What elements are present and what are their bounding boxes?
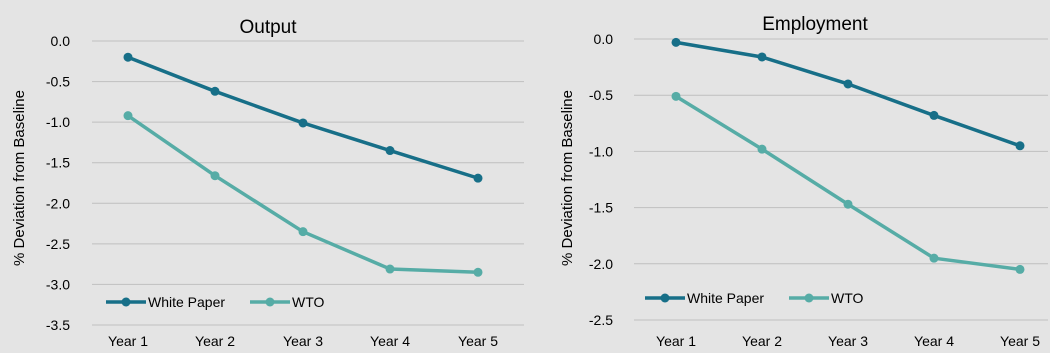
- legend-swatch-marker: [265, 297, 275, 307]
- x-tick-label: Year 3: [283, 333, 323, 349]
- data-point: [843, 199, 853, 209]
- y-axis-label: % Deviation from Baseline: [11, 90, 28, 266]
- legend-label: WTO: [831, 290, 864, 306]
- x-tick-label: Year 2: [742, 333, 782, 349]
- x-tick-label: Year 4: [370, 333, 410, 349]
- y-tick-label: -2.0: [46, 195, 70, 211]
- y-tick-label: -3.0: [46, 276, 70, 292]
- data-point: [473, 173, 483, 183]
- chart-title: Output: [239, 17, 297, 38]
- data-point: [385, 264, 395, 274]
- y-tick-label: -0.5: [46, 74, 70, 90]
- data-point: [671, 91, 681, 101]
- output-chart: 0.0 -0.5 -1.0 -1.5 -2.0 -2.5 -3.0 -3.5 Output % D…: [11, 17, 524, 349]
- x-tick-label: Year 2: [195, 333, 235, 349]
- data-point: [671, 37, 681, 47]
- series-line-white-paper: [675, 40, 1021, 148]
- employment-chart: 0.0 -0.5 -1.0 -1.5 -2.0 -2.5 Employment % Devia…: [559, 14, 1048, 349]
- y-tick-label: -1.0: [589, 143, 613, 159]
- data-point: [1015, 264, 1025, 274]
- y-tick-label: -0.5: [589, 87, 613, 103]
- data-point: [1015, 141, 1025, 151]
- y-tick-label: -3.5: [46, 317, 70, 333]
- data-point: [298, 227, 308, 237]
- data-point: [473, 267, 483, 277]
- legend: White Paper WTO: [645, 290, 864, 306]
- data-point: [385, 146, 395, 156]
- data-point: [298, 118, 308, 128]
- data-point: [929, 110, 939, 120]
- legend-label: White Paper: [148, 294, 225, 310]
- x-tick-label: Year 1: [656, 333, 696, 349]
- data-point: [757, 144, 767, 154]
- y-axis-label: % Deviation from Baseline: [559, 90, 576, 266]
- y-tick-label: -2.5: [46, 236, 70, 252]
- series-line-wto: [675, 94, 1021, 272]
- y-tick-label: 0.0: [51, 33, 71, 49]
- x-tick-label: Year 4: [914, 333, 954, 349]
- y-tick-label: -1.5: [46, 155, 70, 171]
- x-tick-label: Year 1: [108, 333, 148, 349]
- series-line-white-paper: [127, 55, 479, 180]
- data-point: [123, 52, 133, 62]
- y-tick-label: 0.0: [594, 31, 614, 47]
- data-point: [210, 86, 220, 96]
- data-point: [929, 253, 939, 263]
- y-tick-label: -2.5: [589, 312, 613, 328]
- legend-swatch-marker: [660, 293, 670, 303]
- x-tick-label: Year 3: [828, 333, 868, 349]
- x-tick-label: Year 5: [1000, 333, 1040, 349]
- legend-swatch-marker: [804, 293, 814, 303]
- legend-label: White Paper: [687, 290, 764, 306]
- x-tick-label: Year 5: [458, 333, 498, 349]
- y-tick-label: -2.0: [589, 256, 613, 272]
- y-tick-label: -1.0: [46, 114, 70, 130]
- data-point: [757, 52, 767, 62]
- data-point: [210, 171, 220, 181]
- legend-label: WTO: [292, 294, 325, 310]
- legend: White Paper WTO: [106, 294, 325, 310]
- data-point: [123, 111, 133, 121]
- y-tick-label: -1.5: [589, 200, 613, 216]
- chart-title: Employment: [762, 14, 868, 35]
- data-point: [843, 79, 853, 89]
- legend-swatch-marker: [121, 297, 131, 307]
- series-line-wto: [127, 114, 479, 275]
